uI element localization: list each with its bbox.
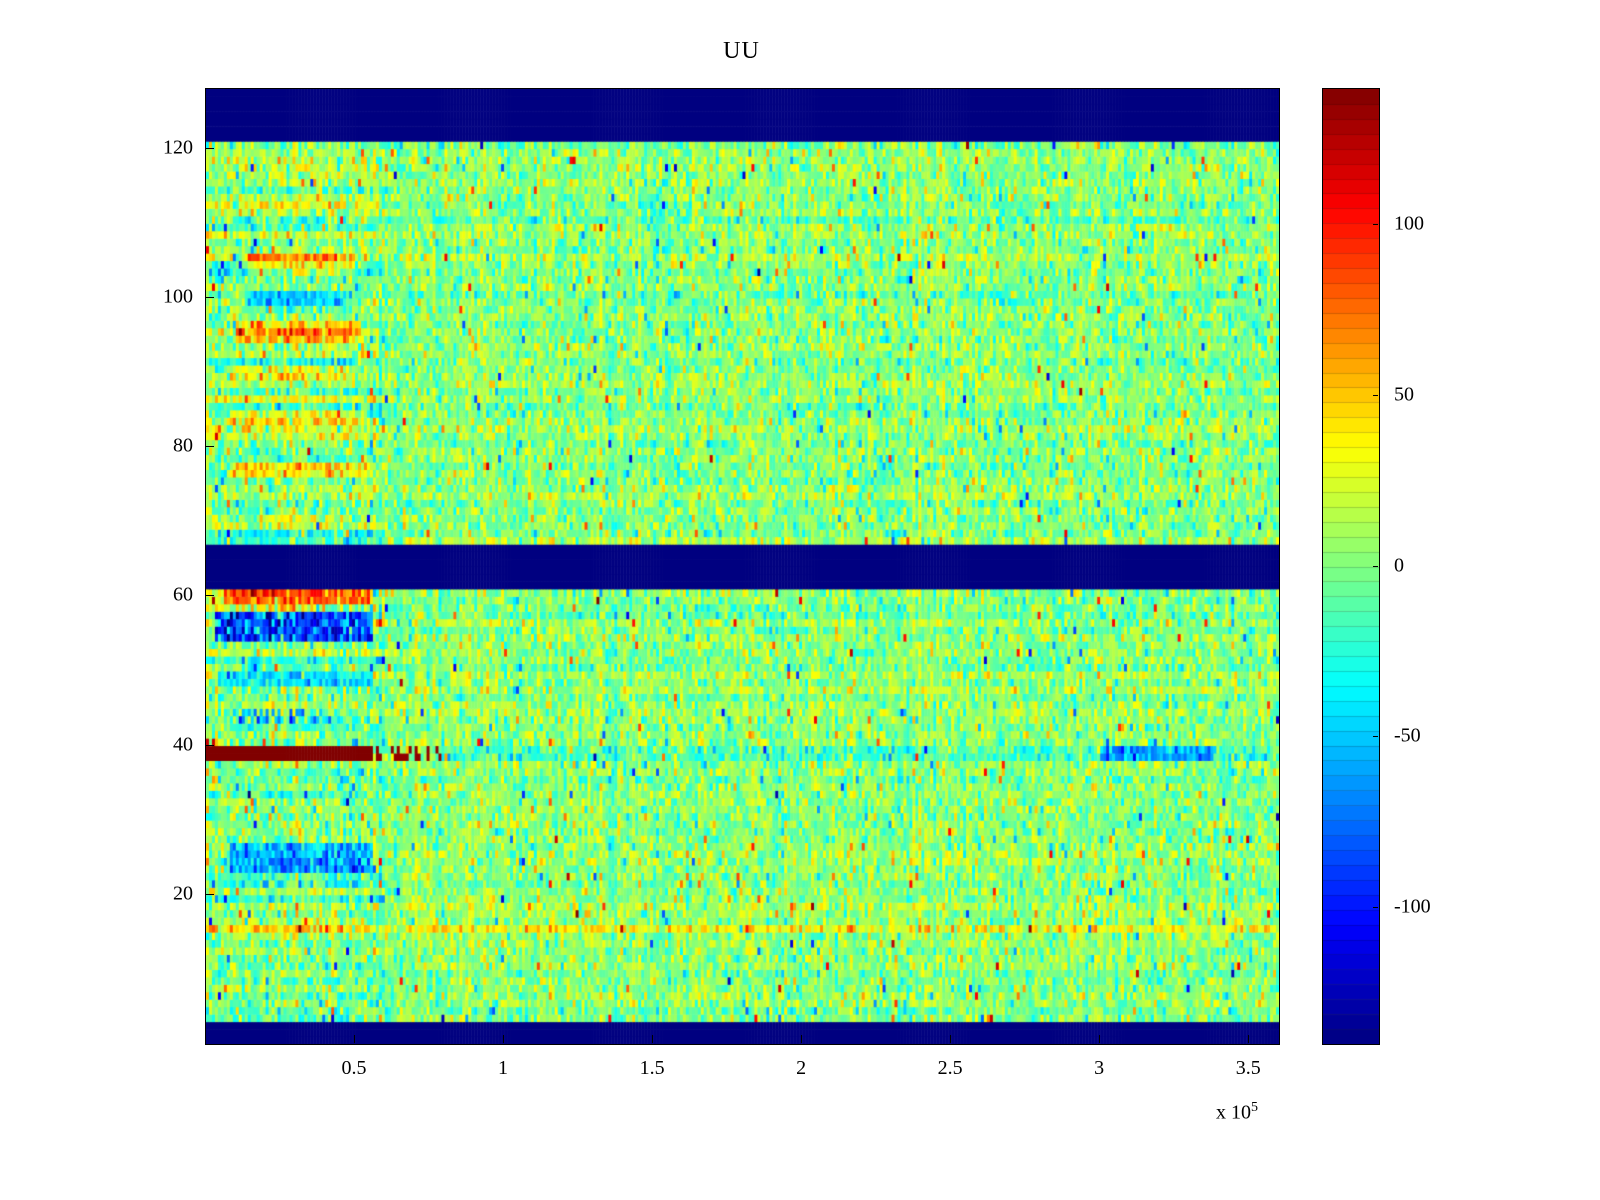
colorbar-tick-mark — [1373, 394, 1378, 396]
y-tick-label: 120 — [163, 136, 193, 159]
x-tick-label: 3 — [1094, 1057, 1105, 1079]
colorbar-tick-mark — [1373, 736, 1378, 738]
y-tick-label: 100 — [163, 285, 193, 308]
exponent-prefix: x 10 — [1216, 1101, 1251, 1124]
colorbar-tick-label: 50 — [1394, 383, 1414, 406]
x-tick-mark — [1099, 1035, 1101, 1043]
x-tick-label: 2 — [796, 1057, 807, 1079]
x-tick-mark — [354, 1035, 356, 1043]
heatmap-canvas — [206, 89, 1279, 1044]
y-tick-label: 20 — [173, 882, 193, 905]
y-tick-label: 40 — [173, 733, 193, 756]
exponent-power: 5 — [1251, 1100, 1258, 1115]
y-tick-mark — [206, 296, 214, 298]
y-tick-label: 80 — [173, 434, 193, 457]
colorbar-canvas — [1323, 89, 1379, 1044]
y-tick-mark — [206, 147, 214, 149]
colorbar-tick-label: -50 — [1394, 724, 1421, 747]
x-tick-label: 1.5 — [639, 1057, 665, 1079]
x-tick-mark — [503, 1035, 505, 1043]
x-tick-label: 1 — [498, 1057, 509, 1079]
colorbar-tick-label: 0 — [1394, 554, 1404, 576]
x-tick-mark — [950, 1035, 952, 1043]
x-axis-exponent: x 105 — [1216, 1100, 1258, 1125]
y-tick-mark — [206, 446, 214, 448]
colorbar-tick-mark — [1373, 565, 1378, 567]
colorbar-tick-label: -100 — [1394, 895, 1431, 918]
colorbar-tick-mark — [1373, 906, 1378, 908]
x-tick-mark — [801, 1035, 803, 1043]
x-tick-label: 0.5 — [341, 1057, 367, 1079]
chart-title: UU — [723, 38, 760, 64]
y-tick-mark — [206, 595, 214, 597]
plot-area — [205, 88, 1280, 1045]
colorbar-tick-label: 100 — [1394, 212, 1424, 235]
x-tick-label: 2.5 — [937, 1057, 963, 1079]
x-tick-mark — [1248, 1035, 1250, 1043]
x-tick-label: 3.5 — [1235, 1057, 1261, 1079]
colorbar-tick-mark — [1373, 224, 1378, 226]
x-tick-mark — [652, 1035, 654, 1043]
y-tick-label: 60 — [173, 583, 193, 606]
y-tick-mark — [206, 893, 214, 895]
y-tick-mark — [206, 744, 214, 746]
colorbar — [1322, 88, 1380, 1045]
